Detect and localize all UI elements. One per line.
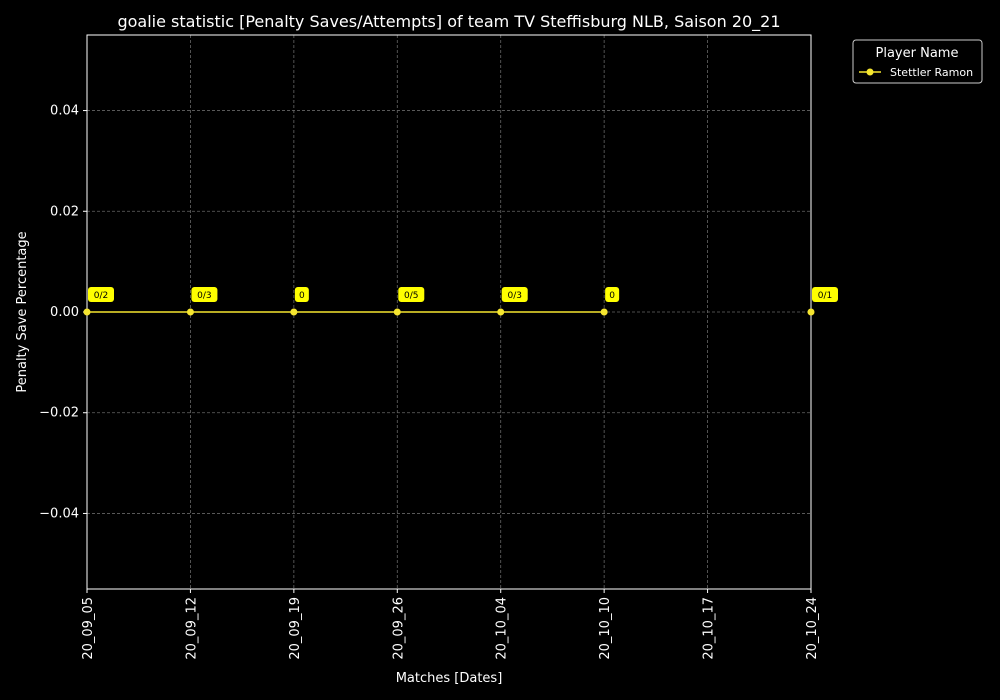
axes-layer: −0.04 −0.02 0.00 0.02 0.04 20_09_05 20_09_12 20… bbox=[39, 34, 820, 660]
data-label: 0/3 bbox=[507, 291, 521, 301]
data-point bbox=[290, 308, 298, 316]
legend: Player Name Stettler Ramon bbox=[852, 39, 983, 84]
x-tick-label: 20_10_10 bbox=[598, 597, 613, 660]
data-label-box bbox=[88, 287, 114, 302]
x-tick-label: 20_09_05 bbox=[81, 597, 96, 660]
data-point bbox=[497, 308, 505, 316]
data-labels-layer: 0/2 0/3 0 0/5 0/3 0 0/1 bbox=[88, 287, 838, 302]
data-point bbox=[600, 308, 608, 316]
x-axis-label: Matches [Dates] bbox=[396, 671, 503, 686]
legend-frame bbox=[852, 39, 983, 84]
y-tick-label: 0.02 bbox=[50, 204, 79, 219]
data-label-box bbox=[501, 287, 528, 302]
data-label: 0 bbox=[609, 291, 615, 301]
data-label-box bbox=[294, 287, 309, 302]
x-tick-label: 20_10_24 bbox=[805, 597, 820, 660]
data-point bbox=[83, 308, 91, 316]
x-tick-label: 20_09_26 bbox=[391, 597, 406, 660]
data-label-box bbox=[398, 287, 425, 302]
series-layer bbox=[83, 308, 815, 316]
x-tick-label: 20_10_17 bbox=[702, 597, 717, 660]
data-label-box bbox=[812, 287, 838, 302]
x-tick-label: 20_10_04 bbox=[495, 597, 510, 660]
legend-series-label: Stettler Ramon bbox=[890, 66, 973, 79]
data-label-box bbox=[191, 287, 218, 302]
legend-title: Player Name bbox=[876, 46, 959, 61]
data-label: 0/3 bbox=[197, 291, 211, 301]
y-axis-label: Penalty Save Percentage bbox=[15, 231, 30, 392]
data-point bbox=[393, 308, 401, 316]
data-label-box bbox=[605, 287, 620, 302]
legend-series-marker bbox=[866, 68, 874, 76]
y-tick-label: −0.04 bbox=[39, 506, 79, 521]
x-tick-label: 20_09_12 bbox=[184, 597, 199, 660]
data-point bbox=[807, 308, 815, 316]
chart-title: goalie statistic [Penalty Saves/Attempts… bbox=[117, 12, 780, 32]
data-label: 0/5 bbox=[404, 291, 418, 301]
y-tick-label: 0.00 bbox=[50, 305, 79, 320]
y-tick-label: 0.04 bbox=[50, 104, 79, 119]
data-point bbox=[186, 308, 194, 316]
data-label: 0 bbox=[299, 291, 305, 301]
y-tick-label: −0.02 bbox=[39, 406, 79, 421]
data-label: 0/1 bbox=[818, 291, 832, 301]
data-label: 0/2 bbox=[94, 291, 108, 301]
x-tick-label: 20_09_19 bbox=[288, 597, 303, 660]
